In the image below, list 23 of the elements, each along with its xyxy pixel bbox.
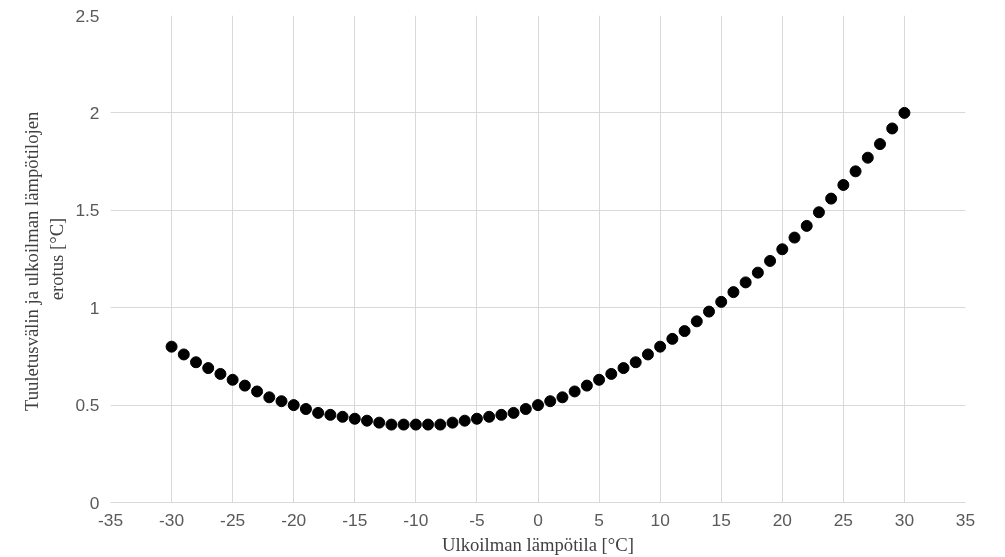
- x-tick-label: 35: [955, 509, 976, 530]
- x-tick-label: 20: [772, 509, 792, 530]
- y-tick-label: 0.5: [75, 395, 100, 416]
- x-tick-label: -15: [342, 509, 368, 530]
- x-axis-title: Ulkoilman lämpötila [°C]: [442, 533, 634, 555]
- x-tick-label: 0: [533, 509, 543, 530]
- y-axis-title: Tuuletusvälin ja ulkoilman lämpötilojen erotus [°C]: [21, 110, 68, 412]
- y-tick-label: 1.5: [75, 200, 100, 221]
- y-tick-label: 2: [89, 102, 100, 123]
- x-tick-label: 30: [894, 509, 915, 530]
- x-tick-label: -30: [159, 509, 185, 530]
- y-tick-label: 0: [89, 492, 100, 513]
- x-tick-label: 15: [711, 509, 731, 530]
- x-tick-label: 10: [650, 509, 670, 530]
- x-tick-label: -35: [97, 509, 124, 530]
- x-tick-label: -20: [281, 509, 307, 530]
- x-tick-label: 5: [594, 509, 604, 530]
- x-tick-label: -5: [469, 509, 485, 530]
- x-tick-label: 25: [833, 509, 853, 530]
- x-tick-label: -10: [403, 509, 429, 530]
- y-tick-label: 2.5: [75, 5, 100, 26]
- x-tick-label: -25: [220, 509, 246, 530]
- y-tick-label: 1: [89, 297, 100, 318]
